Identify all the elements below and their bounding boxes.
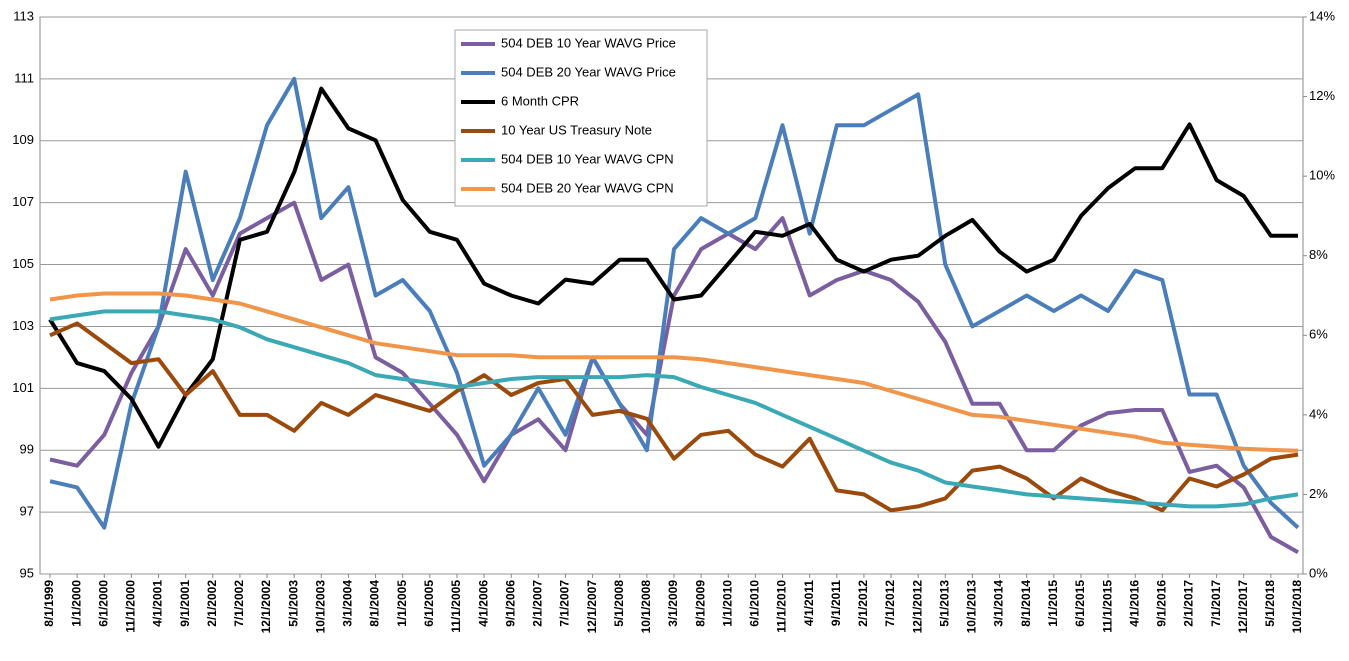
x-tick-label: 3/1/2014 [992,580,1006,627]
x-tick-label: 6/1/2005 [422,580,436,627]
x-tick-label: 11/1/2010 [775,580,789,633]
x-tick-label: 6/1/2015 [1073,580,1087,627]
y-tick-label: 113 [13,8,34,23]
legend: 504 DEB 10 Year WAVG Price 504 DEB 20 Yea… [454,29,708,207]
y-tick-label: 107 [12,194,34,209]
y-tick-label: 95 [20,565,34,580]
x-tick-label: 1/1/2005 [395,580,409,627]
series-line [49,76,1300,530]
x-tick-label: 6/1/2010 [748,580,762,627]
x-tick-label: 1/1/2015 [1046,580,1060,627]
y-tick-label: 111 [14,70,34,85]
x-tick-label: 8/1/2004 [368,580,382,627]
x-tick-label: 11/1/2015 [1100,580,1114,633]
series-line [49,200,1299,555]
x-tick-label: 1/1/2000 [69,580,83,627]
x-tick-label: 11/1/2005 [449,580,463,633]
series-line [48,86,1298,449]
x-tick-label: 5/1/2018 [1263,580,1277,627]
y-tick-label: 97 [20,504,34,519]
x-tick-label: 10/1/2018 [1290,580,1304,634]
x-tick-label: 4/1/2011 [802,580,816,626]
x-tick-label: 9/1/2006 [503,580,517,627]
x-tick-label: 7/1/2007 [558,580,572,627]
legend-label: 504 DEB 10 Year WAVG CPN [501,151,674,166]
x-tick-label: 7/1/2002 [232,580,246,627]
x-tick-label: 10/1/2003 [313,580,327,634]
legend-label: 504 DEB 20 Year WAVG Price [501,64,676,79]
x-tick-label: 9/1/2016 [1155,580,1169,627]
y2-tick-label: 14% [1309,8,1335,23]
x-tick-label: 12/1/2002 [259,580,273,634]
x-tick-label: 3/1/2009 [666,580,680,627]
x-tick-label: 8/1/2009 [693,580,707,627]
x-tick-label: 10/1/2013 [965,580,979,634]
x-tick-label: 5/1/2003 [286,580,300,627]
y2-tick-label: 12% [1309,88,1335,103]
y-tick-label: 103 [12,318,34,333]
y2-tick-label: 10% [1309,168,1335,183]
x-tick-label: 4/1/2016 [1127,580,1141,627]
x-tick-label: 2/1/2007 [531,580,545,627]
y-tick-label: 101 [12,380,34,395]
y2-tick-label: 4% [1309,406,1328,421]
x-tick-label: 2/1/2017 [1182,580,1196,627]
x-tick-label: 9/1/2001 [178,580,192,627]
legend-label: 6 Month CPR [501,93,579,108]
x-tick-label: 3/1/2004 [341,580,355,627]
legend-label: 10 Year US Treasury Note [501,122,652,137]
x-tick-label: 12/1/2007 [585,580,599,634]
x-tick-label: 5/1/2013 [937,580,951,627]
x-tick-label: 6/1/2000 [96,580,110,627]
legend-box [454,29,708,207]
x-tick-label: 8/1/1999 [42,580,56,627]
x-tick-label: 4/1/2001 [151,580,165,627]
x-tick-label: 7/1/2012 [883,580,897,627]
y-tick-label: 99 [20,442,34,457]
y-tick-label: 109 [12,132,34,147]
y-tick-label: 105 [12,256,34,271]
x-tick-label: 9/1/2011 [829,580,843,626]
x-tick-label: 10/1/2008 [639,580,653,634]
x-tick-label: 4/1/2006 [476,580,490,627]
x-tick-label: 2/1/2012 [856,580,870,627]
x-tick-label: 7/1/2017 [1209,580,1223,627]
series-line [49,291,1299,453]
x-tick-label: 12/1/2017 [1236,580,1250,634]
x-tick-label: 2/1/2002 [205,580,219,627]
legend-label: 504 DEB 10 Year WAVG Price [501,35,676,50]
x-tick-label: 8/1/2014 [1019,580,1033,627]
x-tick-label: 5/1/2008 [612,580,626,627]
y2-tick-label: 2% [1309,486,1328,501]
series-line [49,309,1299,509]
x-tick-label: 1/1/2010 [720,580,734,627]
x-tick-label: 12/1/2012 [910,580,924,634]
y2-tick-label: 0% [1309,565,1328,580]
x-tick-label: 11/1/2000 [124,580,138,633]
y2-tick-label: 8% [1309,247,1328,262]
legend-label: 504 DEB 20 Year WAVG CPN [501,180,674,195]
series-line [49,321,1299,513]
y2-tick-label: 6% [1309,327,1328,342]
